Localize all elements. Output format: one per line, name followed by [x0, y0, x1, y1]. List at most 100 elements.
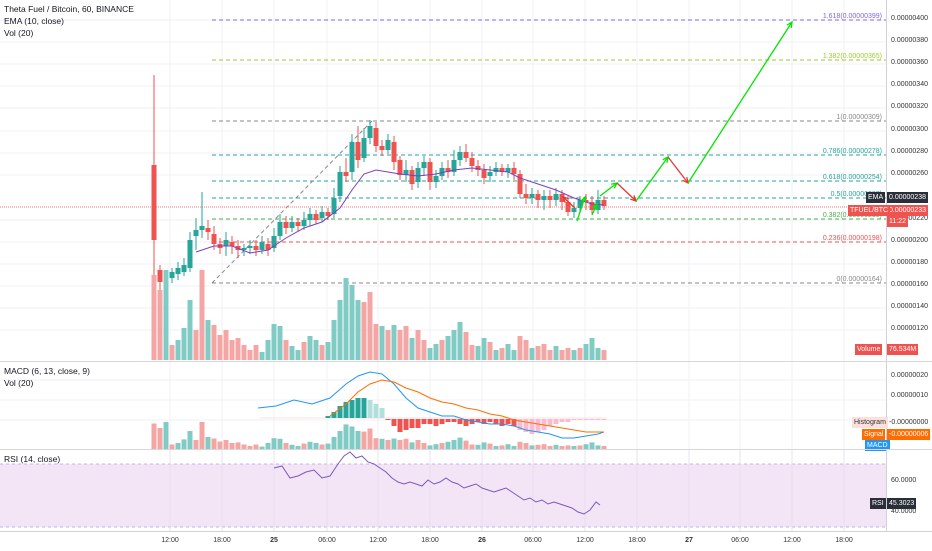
candle-body: [565, 202, 571, 212]
macd-volume-bar: [511, 446, 517, 449]
macd-histogram-bar: [475, 419, 481, 422]
macd-volume-bar: [415, 440, 421, 449]
candle-body: [547, 196, 553, 200]
macd-volume-bar: [253, 444, 259, 449]
rsi-chart[interactable]: [0, 450, 886, 531]
macd-volume-bar: [313, 443, 319, 449]
macd-histogram-bar: [601, 419, 607, 420]
histogram-name-tag: Histogram: [852, 417, 888, 428]
rsi-pane[interactable]: RSI (14, close): [0, 450, 886, 531]
rsi-legend-title[interactable]: RSI (14, close): [4, 454, 61, 464]
macd-volume-bar: [343, 424, 349, 449]
macd-chart[interactable]: [0, 362, 886, 449]
fib-trendline: [211, 120, 373, 284]
volume-bar: [259, 352, 265, 360]
last-price-tag: 0.00000233: [887, 205, 928, 216]
volume-bar: [169, 345, 175, 360]
volume-legend[interactable]: Vol (20): [4, 28, 34, 38]
macd-histogram-bar: [325, 416, 331, 418]
price-chart-pane[interactable]: 1.618(0.00000399) 1.382(0.00000365) 1(0.00…: [0, 0, 886, 361]
volume-bar: [433, 344, 439, 360]
macd-histogram-bar: [565, 419, 571, 422]
fib-level-label: 0.5(0.00000237): [831, 191, 882, 198]
candle-body: [601, 200, 607, 206]
macd-volume-bar: [235, 442, 241, 449]
arrow-green: [635, 156, 669, 202]
signal-name-tag: Signal: [862, 429, 886, 440]
volume-bar: [343, 278, 349, 360]
time-tick: 18:00: [628, 537, 646, 544]
rsi-line: [273, 451, 601, 515]
price-chart[interactable]: 1.618(0.00000399) 1.382(0.00000365) 1(0.00…: [0, 0, 886, 361]
macd-volume-bar: [211, 438, 217, 449]
volume-bar: [217, 335, 223, 360]
candle-body: [475, 166, 481, 170]
macd-volume-bar: [199, 422, 205, 449]
macd-histogram-bar: [511, 419, 517, 426]
candle-body: [277, 222, 283, 236]
arrow-green-head: [786, 20, 793, 29]
candle-body: [553, 194, 559, 200]
volume-bar: [265, 340, 271, 360]
pane-separator[interactable]: [0, 449, 932, 450]
macd-legend-title[interactable]: MACD (6, 13, close, 9): [4, 366, 90, 376]
symbol-title[interactable]: Theta Fuel / Bitcoin, 60, BINANCE: [4, 4, 134, 14]
candle-body: [331, 198, 337, 214]
candle-body: [247, 246, 253, 248]
volume-bar: [253, 345, 259, 360]
candle-body: [463, 152, 469, 158]
fib-level-label: 1.382(0.00000365): [823, 53, 882, 60]
candle-body: [319, 212, 325, 218]
macd-axis[interactable]: 0.00000020 0.00000010 -0.00000000 -0.000…: [886, 362, 932, 449]
candle-body: [577, 200, 583, 208]
macd-volume-bar: [529, 445, 535, 449]
fib-level-label: 0.786(0.00000278): [823, 148, 882, 155]
volume-bar: [277, 326, 283, 360]
macd-volume-bar: [421, 443, 427, 449]
candle-body: [445, 168, 451, 172]
candle-body: [325, 212, 331, 216]
candle-body: [451, 160, 457, 172]
time-axis[interactable]: 12:00 18:00 25 06:00 12:00 18:00 26 06:00 12:00 1…: [0, 531, 932, 551]
volume-bar: [235, 338, 241, 360]
candle-body: [205, 228, 211, 232]
volume-bar: [583, 344, 589, 360]
macd-volume-bar: [559, 446, 565, 449]
macd-histogram-bar: [577, 419, 583, 420]
macd-volume-bar: [247, 446, 253, 449]
volume-bar: [337, 300, 343, 360]
macd-volume-bar: [373, 438, 379, 449]
macd-histogram-bar: [529, 419, 535, 434]
volume-bar: [199, 270, 205, 360]
candle-body: [241, 248, 247, 250]
candle-body: [493, 168, 499, 172]
macd-volume-bar: [517, 441, 523, 449]
volume-bar: [397, 330, 403, 360]
volume-bar: [283, 340, 289, 360]
macd-histogram-bar: [373, 404, 379, 418]
macd-histogram-bar: [583, 419, 589, 420]
candle-body: [229, 242, 235, 246]
arrow-red-head: [561, 195, 569, 203]
macd-volume-bar: [463, 440, 469, 449]
pane-separator[interactable]: [0, 361, 932, 362]
price-tick: 0.00000380: [891, 37, 928, 44]
macd-volume-bar: [601, 446, 607, 449]
ema-legend[interactable]: EMA (10, close): [4, 16, 64, 26]
candle-body: [373, 128, 379, 146]
volume-bar: [187, 300, 193, 360]
macd-volume-bar: [475, 444, 481, 449]
macd-histogram-bar: [385, 419, 391, 420]
price-axis[interactable]: 0.00000400 0.00000380 0.00000360 0.00000340…: [886, 0, 932, 361]
macd-pane[interactable]: MACD (6, 13, close, 9) Vol (20): [0, 362, 886, 449]
volume-bar: [421, 340, 427, 360]
volume-bar: [589, 338, 595, 360]
macd-volume-bar: [535, 444, 541, 449]
macd-vol-legend[interactable]: Vol (20): [4, 378, 34, 388]
candle-body: [505, 168, 511, 172]
rsi-axis[interactable]: 60.0000 40.0000 45.3023: [886, 450, 932, 531]
volume-bar: [175, 340, 181, 360]
candle-body: [469, 158, 475, 166]
macd-volume-bar: [229, 443, 235, 449]
macd-volume-bar: [583, 444, 589, 449]
